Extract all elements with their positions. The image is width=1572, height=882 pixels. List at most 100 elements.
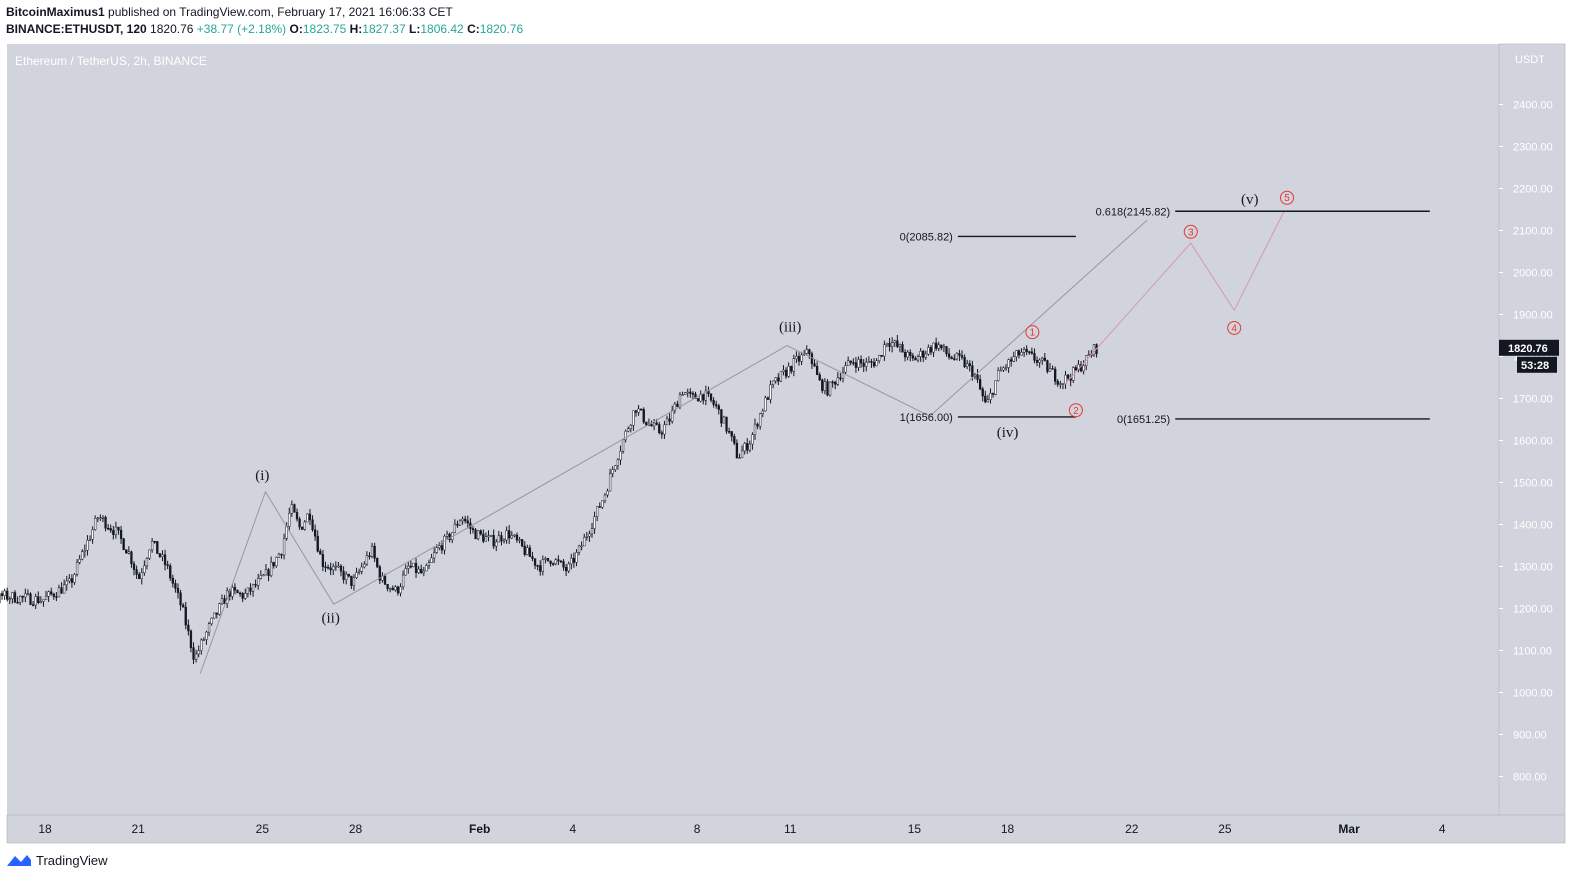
candle xyxy=(153,540,156,544)
candle xyxy=(784,367,788,379)
candle xyxy=(898,343,902,353)
candle xyxy=(303,519,306,531)
y-tick-label: 1500.00 xyxy=(1513,478,1553,490)
candle xyxy=(363,561,366,569)
candle xyxy=(769,380,772,404)
footer-brand[interactable]: TradingView xyxy=(6,852,108,868)
candle xyxy=(337,561,340,568)
candle xyxy=(391,585,394,591)
candle xyxy=(544,556,547,564)
candle xyxy=(539,560,542,576)
y-tick-label: 1300.00 xyxy=(1513,562,1553,574)
candle xyxy=(94,515,97,531)
candle xyxy=(559,559,563,564)
x-tick-label: 25 xyxy=(256,822,270,836)
candle xyxy=(241,592,244,603)
candle xyxy=(37,591,40,605)
candle xyxy=(44,590,48,600)
candle xyxy=(427,559,431,570)
candle xyxy=(218,602,221,616)
candle xyxy=(466,515,469,529)
candle xyxy=(919,348,922,362)
candle xyxy=(513,534,516,538)
author-name[interactable]: BitcoinMaximus1 xyxy=(6,5,105,19)
candle xyxy=(1017,349,1021,359)
candle xyxy=(272,561,275,569)
candle xyxy=(665,415,669,426)
wave-label-5: 5 xyxy=(1284,193,1290,204)
y-tick-label: 2100.00 xyxy=(1513,226,1553,238)
candle xyxy=(888,337,891,352)
wave-label-circle xyxy=(1183,224,1198,239)
candle xyxy=(1087,350,1090,356)
candle xyxy=(345,571,348,585)
candle xyxy=(515,532,519,543)
candle xyxy=(668,413,671,426)
candle xyxy=(324,561,327,572)
y-tick-label: 1200.00 xyxy=(1513,604,1553,616)
candle xyxy=(171,574,174,588)
candle xyxy=(360,562,363,575)
candle xyxy=(771,380,775,389)
candle xyxy=(334,561,337,571)
tradingview-logo-icon xyxy=(7,855,31,866)
candle xyxy=(640,408,643,411)
candle xyxy=(479,529,482,536)
candle xyxy=(269,556,273,578)
candle xyxy=(588,530,591,542)
candle xyxy=(795,351,798,364)
candle xyxy=(934,337,938,351)
candle xyxy=(880,355,883,358)
candle xyxy=(738,453,741,459)
candle xyxy=(55,591,58,602)
candle xyxy=(187,619,190,636)
candle xyxy=(254,579,257,588)
candle xyxy=(1092,343,1096,357)
candle xyxy=(476,530,480,541)
candle xyxy=(223,594,226,604)
candle xyxy=(867,356,871,363)
candle xyxy=(552,562,555,566)
candle xyxy=(430,553,433,563)
candle xyxy=(308,509,312,525)
candle xyxy=(526,544,529,556)
candle xyxy=(805,345,808,355)
candle xyxy=(259,570,262,580)
candle xyxy=(984,390,987,404)
candle xyxy=(8,596,11,605)
candle xyxy=(1035,356,1039,367)
candle xyxy=(518,536,521,544)
candle xyxy=(31,600,35,607)
candle xyxy=(319,548,322,555)
candle xyxy=(614,465,617,473)
candle xyxy=(564,563,568,577)
price-chart[interactable]: Ethereum / TetherUS, 2h, BINANCE USDT 800.… xyxy=(0,0,1572,850)
x-tick-label: 8 xyxy=(694,822,701,836)
candle xyxy=(637,404,640,416)
candle xyxy=(96,516,99,523)
candle xyxy=(378,564,381,585)
candle xyxy=(109,524,112,533)
candle xyxy=(83,544,86,558)
candle xyxy=(520,538,524,548)
candle xyxy=(634,410,638,417)
candle xyxy=(295,508,299,522)
candle xyxy=(86,535,89,556)
footer-brand-label: TradingView xyxy=(36,852,108,868)
x-tick-label: 4 xyxy=(570,822,577,836)
candle xyxy=(922,349,925,363)
candle xyxy=(702,394,705,405)
candle xyxy=(407,561,410,574)
candle xyxy=(298,516,301,530)
candle xyxy=(766,396,770,400)
candle xyxy=(1030,347,1034,355)
candle xyxy=(425,563,428,572)
candle xyxy=(596,506,599,522)
current-price: 1820.76 xyxy=(150,22,194,36)
time-axis xyxy=(6,814,1566,844)
candle xyxy=(756,422,759,430)
candle xyxy=(205,630,208,645)
candle xyxy=(924,350,927,360)
candle xyxy=(288,507,291,531)
candle xyxy=(262,574,265,577)
